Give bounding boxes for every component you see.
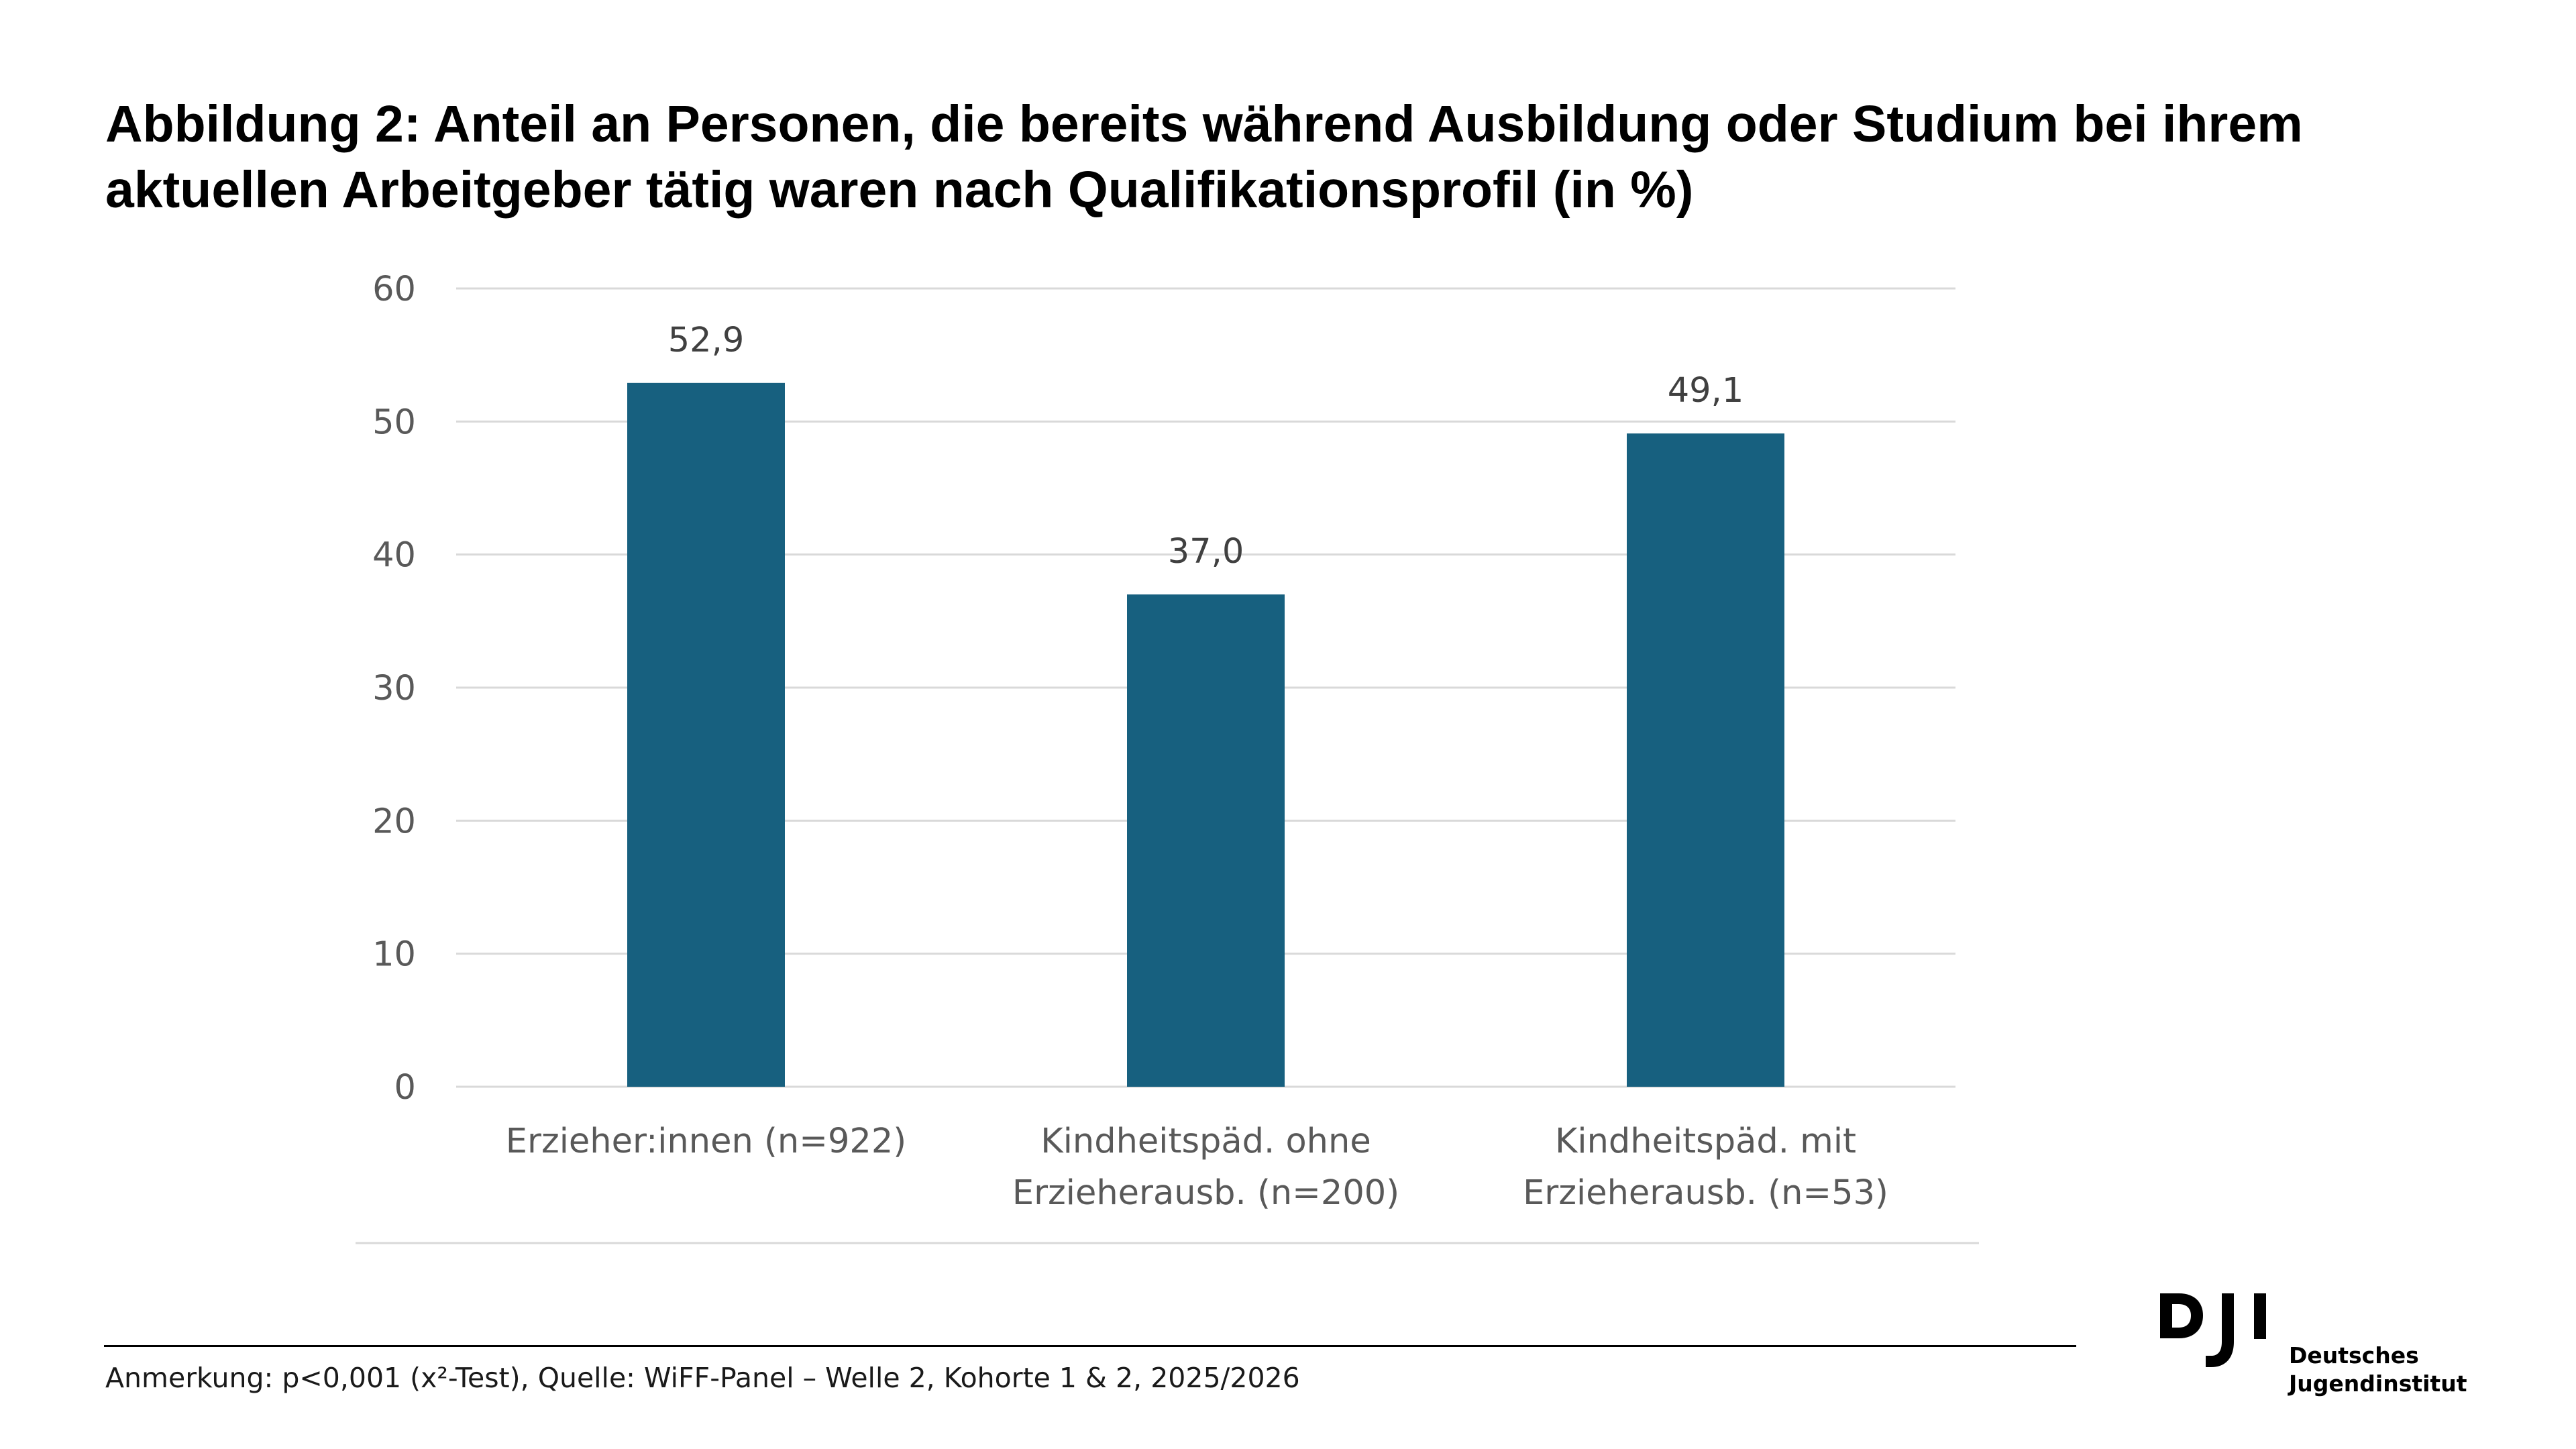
y-tick-label-50: 50 <box>372 402 416 442</box>
bar-1 <box>627 382 785 1087</box>
category-label-1: Erzieher:innen (n=922) <box>506 1122 906 1161</box>
data-label-3: 49,1 <box>1668 371 1744 411</box>
category-label-3: Kindheitspäd. mit Erzieherausb. (n=53) <box>1523 1122 1888 1213</box>
dji-logo-text: Deutsches Jugendinstitut <box>2289 1342 2467 1398</box>
y-tick-label-40: 40 <box>372 536 416 576</box>
dji-logo: Deutsches Jugendinstitut <box>2147 1288 2522 1415</box>
chart-title-line-2: aktuellen Arbeitgeber tätig waren nach Q… <box>105 161 1694 219</box>
logo-line-1: Deutsches <box>2289 1342 2419 1368</box>
dji-logo-mark-icon <box>2160 1293 2266 1367</box>
y-tick-label-10: 10 <box>372 935 416 975</box>
data-label-2: 37,0 <box>1168 532 1244 572</box>
bar-3 <box>1627 433 1784 1087</box>
y-tick-label-20: 20 <box>372 802 416 841</box>
category-label-3-line-2: Erzieherausb. (n=53) <box>1523 1173 1888 1213</box>
x-axis-categories: Erzieher:innen (n=922) Kindheitspäd. ohne… <box>506 1122 1888 1213</box>
category-label-2: Kindheitspäd. ohne Erzieherausb. (n=200) <box>1012 1122 1399 1213</box>
y-tick-label-30: 30 <box>372 669 416 708</box>
bars <box>627 382 1784 1087</box>
category-label-2-line-2: Erzieherausb. (n=200) <box>1012 1173 1399 1213</box>
chart-title-line-1: Abbildung 2: Anteil an Personen, die ber… <box>105 95 2303 153</box>
y-tick-label-0: 0 <box>394 1068 416 1108</box>
bar-2 <box>1127 594 1285 1087</box>
data-labels: 52,9 37,0 49,1 <box>668 321 1744 572</box>
data-label-1: 52,9 <box>668 321 745 360</box>
y-axis-ticks: 0 10 20 30 40 50 60 <box>372 270 416 1108</box>
category-label-2-line-1: Kindheitspäd. ohne <box>1040 1122 1371 1161</box>
chart-title: Abbildung 2: Anteil an Personen, die ber… <box>105 91 2493 223</box>
category-label-1-line-1: Erzieher:innen (n=922) <box>506 1122 906 1161</box>
y-tick-label-60: 60 <box>372 270 416 309</box>
footer-rule <box>104 1345 2076 1347</box>
footnote: Anmerkung: p<0,001 (x²-Test), Quelle: Wi… <box>105 1362 1300 1394</box>
category-label-3-line-1: Kindheitspäd. mit <box>1555 1122 1856 1161</box>
logo-line-2: Jugendinstitut <box>2289 1371 2467 1397</box>
